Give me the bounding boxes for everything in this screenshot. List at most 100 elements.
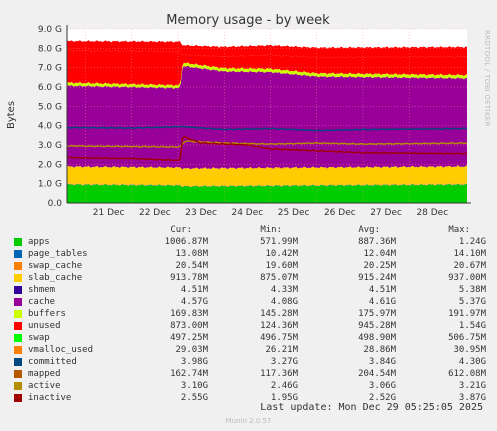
legend-swatch [14,394,22,402]
y-tick-label: 1.0 G [38,180,62,190]
legend-name: swap_cache [28,261,83,271]
legend-row-vmalloc-used: vmalloc_used 29.03M 26.21M 28.86M 30.95M [12,344,492,356]
legend-rows: apps 1006.87M 571.99M 887.36M 1.24G page_tabl… [12,236,492,404]
chart: Memory usage - by week Bytes RRDTOOL / T… [6,13,491,218]
legend-name: mapped [28,369,61,379]
legend-cur: 29.03M [175,345,208,355]
legend-max: 14.10M [453,249,486,259]
area-slab-cache [67,165,467,187]
legend-cur: 169.83M [170,309,208,319]
legend-cur: 1006.87M [164,237,208,247]
legend-header-max: Max: [448,225,470,235]
legend-min: 10.42M [265,249,298,259]
legend-row-apps: apps 1006.87M 571.99M 887.36M 1.24G [12,236,492,248]
legend-row-cache: cache 4.57G 4.08G 4.61G 5.37G [12,296,492,308]
legend-row-swap-cache: swap_cache 20.54M 19.60M 20.25M 20.67M [12,260,492,272]
legend-max: 191.97M [448,309,486,319]
legend-min: 875.07M [260,273,298,283]
legend-name: buffers [28,309,66,319]
legend-header-min: Min: [260,225,282,235]
legend-avg: 12.04M [363,249,396,259]
legend-avg: 887.36M [358,237,396,247]
legend-min: 4.33M [270,285,298,295]
legend-min: 496.75M [260,333,298,343]
legend-swatch [14,334,22,342]
y-tick-label: 5.0 G [38,102,62,112]
legend-name: committed [28,357,77,367]
legend-avg: 4.51M [368,285,396,295]
legend-max: 20.67M [453,261,486,271]
last-update: Last update: Mon Dec 29 05:25:05 2025 [260,402,483,413]
legend-avg: 4.61G [368,297,396,307]
legend-min: 1.95G [270,393,298,403]
legend-row-unused: unused 873.00M 124.36M 945.28M 1.54G [12,320,492,332]
legend-name: unused [28,321,61,331]
line-active [66,140,468,149]
y-tick-label: 0.0 [48,199,63,209]
x-tick-label: 28 Dec [416,208,448,218]
legend-name: shmem [28,285,56,295]
legend-row-swap: swap 497.25M 496.75M 498.90M 506.75M [12,332,492,344]
legend-swatch [14,346,22,354]
x-tick-label: 23 Dec [185,208,217,218]
legend-max: 1.24G [458,237,486,247]
chart-title: Memory usage - by week [166,13,330,28]
legend-swatch [14,238,22,246]
legend-max: 612.08M [448,369,486,379]
x-tick-label: 27 Dec [370,208,402,218]
y-tick-label: 8.0 G [38,44,62,54]
legend-cur: 162.74M [170,369,208,379]
area-buffers [67,62,467,89]
legend-name: active [28,381,61,391]
y-tick-label: 3.0 G [38,141,62,151]
area-apps [67,183,467,203]
legend-row-slab-cache: slab_cache 913.78M 875.07M 915.24M 937.00M [12,272,492,284]
legend-min: 4.08G [270,297,298,307]
legend-min: 117.36M [260,369,298,379]
legend-max: 506.75M [448,333,486,343]
area-unused [67,49,467,86]
legend-header-cur: Cur: [170,225,192,235]
munin-version: Munin 2.0.57 [225,417,272,425]
legend-max: 5.38M [458,285,486,295]
legend-max: 30.95M [453,345,486,355]
line-committed [66,125,468,132]
legend-min: 2.46G [270,381,298,391]
legend-swatch [14,322,22,330]
legend-cur: 20.54M [175,261,208,271]
legend-min: 571.99M [260,237,298,247]
legend-swatch [14,382,22,390]
legend-max: 3.87G [458,393,486,403]
legend-swatch [14,370,22,378]
legend-cur: 3.10G [180,381,208,391]
legend-min: 3.27G [270,357,298,367]
legend-row-buffers: buffers 169.83M 145.28M 175.97M 191.97M [12,308,492,320]
line-inactive [66,136,468,162]
legend-row-page-tables: page_tables 13.08M 10.42M 12.04M 14.10M [12,248,492,260]
legend-avg: 204.54M [358,369,396,379]
y-tick-label: 4.0 G [38,122,62,132]
legend-header: Cur: Min: Avg: Max: [12,224,492,236]
legend-max: 3.21G [458,381,486,391]
legend-swatch [14,298,22,306]
y-tick-label: 9.0 G [38,25,62,35]
x-tick-label: 25 Dec [278,208,310,218]
legend-name: cache [28,297,56,307]
legend-swatch [14,358,22,366]
legend-name: swap [28,333,50,343]
area-cache [67,65,467,170]
legend-min: 145.28M [260,309,298,319]
legend-name: apps [28,237,50,247]
legend-max: 4.30G [458,357,486,367]
legend-cur: 497.25M [170,333,208,343]
plot-area: 0.0 1.0 G 2.0 G 3.0 G 4.0 G 5.0 G 6.0 G 7.0 G 8.… [38,25,471,218]
y-tick-label: 6.0 G [38,83,62,93]
legend-min: 26.21M [265,345,298,355]
legend-row-mapped: mapped 162.74M 117.36M 204.54M 612.08M [12,368,492,380]
legend-cur: 13.08M [175,249,208,259]
legend-cur: 873.00M [170,321,208,331]
legend-swatch [14,250,22,258]
legend-max: 1.54G [458,321,486,331]
x-tick-label: 21 Dec [93,208,125,218]
legend-cur: 2.55G [180,393,208,403]
